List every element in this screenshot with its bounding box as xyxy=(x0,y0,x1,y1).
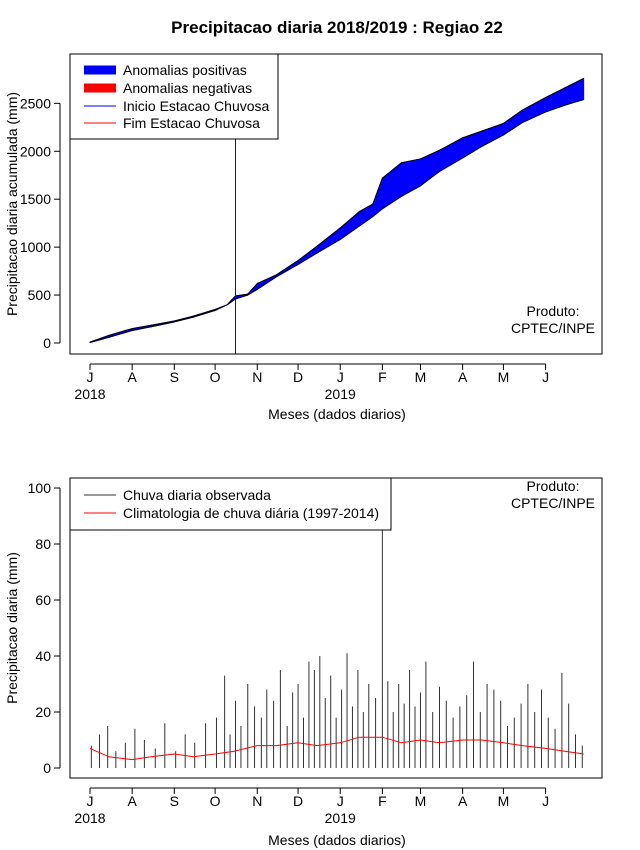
chart1-annotation-produto: Produto: xyxy=(527,303,580,319)
year-label: 2019 xyxy=(325,386,356,402)
x-tick-label: F xyxy=(378,369,387,385)
x-tick-label: M xyxy=(498,793,510,809)
legend-label-observed: Chuva diaria observada xyxy=(123,487,271,503)
x-tick-label: A xyxy=(127,369,137,385)
x-tick-label: N xyxy=(252,793,262,809)
year-label: 2019 xyxy=(325,810,356,826)
chart2-y-axis-label: Precipitacao diaria (mm) xyxy=(4,552,20,704)
chart2-legend: Chuva diaria observada Climatologia de c… xyxy=(69,477,392,531)
chart1-legend: Anomalias positivas Anomalias negativas … xyxy=(69,53,279,140)
x-tick-label: J xyxy=(87,793,94,809)
observed-accumulated-line xyxy=(89,77,584,343)
legend-label-negative: Anomalias negativas xyxy=(123,80,252,96)
x-tick-label: N xyxy=(252,369,262,385)
y-tick-label: 40 xyxy=(35,648,51,664)
x-tick-label: A xyxy=(458,793,468,809)
x-tick-label: D xyxy=(293,369,303,385)
x-tick-label: J xyxy=(87,369,94,385)
chart2-legend-box xyxy=(69,477,392,531)
x-tick-label: M xyxy=(415,793,427,809)
chart1-title: Precipitacao diaria 2018/2019 : Regiao 2… xyxy=(171,18,503,37)
chart1-y-axis-label: Precipitacao diaria acumulada (mm) xyxy=(4,92,20,316)
chart1-plot-frame xyxy=(69,53,603,355)
x-tick-label: O xyxy=(210,369,221,385)
y-tick-label: 2500 xyxy=(20,95,51,111)
year-label: 2018 xyxy=(74,810,105,826)
positive-anomaly-area xyxy=(462,130,483,159)
x-tick-label: A xyxy=(127,793,137,809)
positive-anomaly-area xyxy=(564,77,585,106)
legend-label-positive: Anomalias positivas xyxy=(123,62,247,78)
positive-anomaly-area xyxy=(502,109,523,136)
y-tick-label: 0 xyxy=(43,760,51,776)
chart2-x-axis-label: Meses (dados diarios) xyxy=(268,832,406,848)
chart1-x-axis-label: Meses (dados diarios) xyxy=(268,406,406,422)
chart2-annotation-produto: Produto: xyxy=(527,478,580,494)
x-tick-label: D xyxy=(293,793,303,809)
chart2-annotation-cptec: CPTEC/INPE xyxy=(511,495,595,511)
positive-anomaly-area xyxy=(521,96,547,124)
y-tick-label: 0 xyxy=(43,335,51,351)
x-tick-label: S xyxy=(170,793,179,809)
chart1-data-layer xyxy=(89,54,585,354)
climatology-line xyxy=(89,736,584,761)
positive-anomaly-area xyxy=(316,226,341,254)
y-tick-label: 100 xyxy=(28,480,52,496)
positive-anomaly-area xyxy=(381,161,402,210)
legend-label-climatology: Climatologia de chuva diária (1997-2014) xyxy=(123,505,379,521)
x-tick-label: J xyxy=(542,369,549,385)
y-tick-label: 80 xyxy=(35,536,51,552)
positive-anomaly-area xyxy=(419,149,440,187)
x-tick-label: J xyxy=(337,369,344,385)
x-tick-label: J xyxy=(337,793,344,809)
x-tick-label: J xyxy=(542,793,549,809)
chart1-annotation-cptec: CPTEC/INPE xyxy=(511,320,595,336)
x-tick-label: F xyxy=(378,793,387,809)
x-tick-label: A xyxy=(458,369,468,385)
x-tick-label: M xyxy=(498,369,510,385)
y-tick-label: 60 xyxy=(35,592,51,608)
chart2-data-layer xyxy=(89,530,584,768)
y-tick-label: 1000 xyxy=(20,239,51,255)
year-label: 2018 xyxy=(74,386,105,402)
y-tick-label: 20 xyxy=(35,704,51,720)
legend-label-end: Fim Estacao Chuvosa xyxy=(123,115,260,131)
y-tick-label: 1500 xyxy=(20,191,51,207)
positive-anomaly-area xyxy=(372,177,383,218)
climatology-accumulated-line xyxy=(89,99,584,344)
y-tick-label: 2000 xyxy=(20,143,51,159)
positive-anomaly-area xyxy=(438,137,464,173)
legend-label-start: Inicio Estacao Chuvosa xyxy=(123,98,270,114)
x-tick-label: O xyxy=(210,793,221,809)
y-tick-label: 500 xyxy=(28,287,52,303)
x-tick-label: M xyxy=(415,369,427,385)
x-tick-label: S xyxy=(170,369,179,385)
